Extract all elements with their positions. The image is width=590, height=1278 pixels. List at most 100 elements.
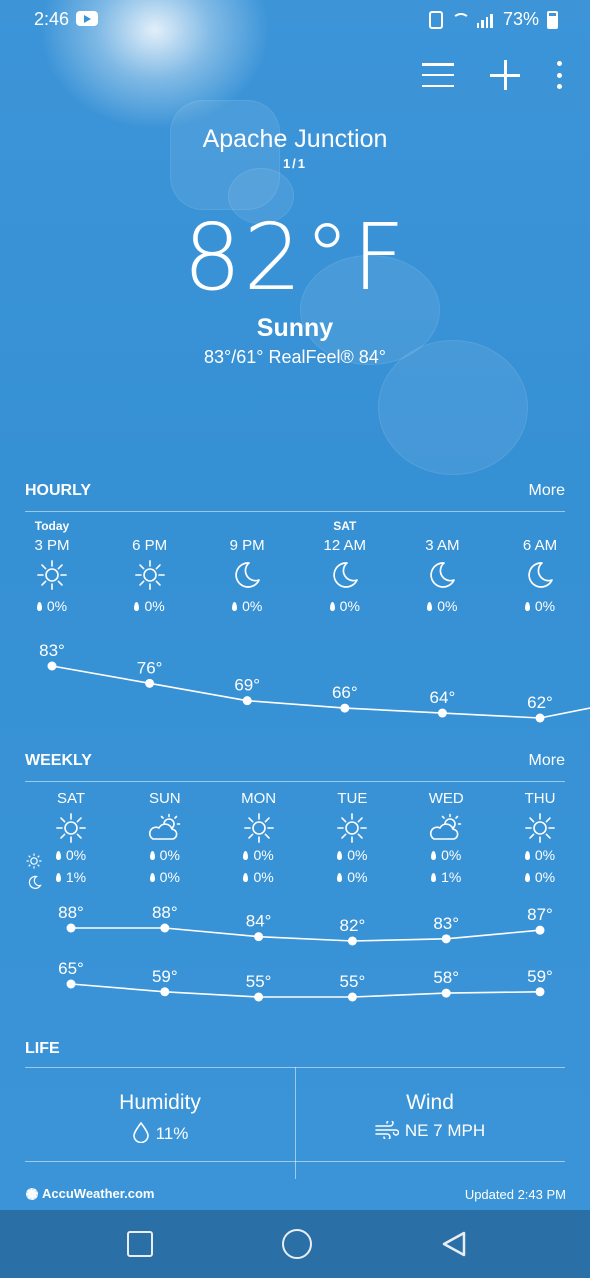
hourly-temp-label: 69°: [234, 676, 260, 695]
precip-drop-icon: [149, 873, 155, 882]
hourly-item[interactable]: SAT 12 AM 0%: [300, 519, 390, 614]
hourly-day-label: SAT: [333, 519, 357, 533]
hourly-temp-label: 83°: [39, 641, 65, 660]
status-time: 2:46: [34, 9, 70, 29]
home-button[interactable]: [282, 1229, 312, 1259]
weekly-night-precip: 0%: [253, 869, 274, 885]
hourly-item[interactable]: 3 AM 0%: [397, 519, 487, 614]
hourly-temp-label: 76°: [137, 658, 163, 677]
weekly-day-precip: 0%: [253, 847, 274, 863]
weekly-low-point: [535, 987, 545, 997]
wind-label: Wind: [406, 1091, 454, 1114]
weekly-day-item[interactable]: SUN 0% 0%: [120, 790, 210, 885]
weekly-low-point: [160, 987, 170, 997]
moon-icon: [397, 560, 487, 592]
partly-cloudy-icon: [120, 813, 210, 845]
weekly-day-precip: 0%: [441, 847, 462, 863]
weekly-day-label: WED: [428, 790, 464, 807]
weekly-night-precip: 0%: [159, 869, 180, 885]
weekly-high-line: [71, 927, 541, 942]
hourly-time: 9 PM: [229, 537, 265, 554]
weekly-day-item[interactable]: TUE 0% 0%: [307, 790, 397, 885]
city-name[interactable]: Apache Junction: [202, 125, 388, 153]
weekly-night-precip: 0%: [534, 869, 556, 885]
system-nav-bar: [0, 1210, 590, 1278]
hourly-day-label: [495, 519, 585, 535]
weekly-high-label: 88°: [152, 903, 178, 922]
weekly-high-label: 82°: [340, 916, 366, 935]
battery-percent: 73%: [502, 9, 539, 29]
humidity-card[interactable]: Humidity 11%: [25, 1091, 295, 1144]
hourly-time: 12 AM: [323, 537, 367, 554]
sun-icon: [7, 560, 97, 592]
day-row-sun-icon: [26, 853, 42, 874]
life-header: LIFE: [25, 1040, 565, 1068]
weekly-high-label: 84°: [246, 912, 272, 931]
weekly-day-item[interactable]: SAT 0% 1%: [26, 790, 116, 885]
current-condition: Sunny: [256, 314, 334, 342]
add-location-icon[interactable]: [490, 60, 520, 90]
recent-apps-button[interactable]: [127, 1231, 153, 1257]
hourly-more-link[interactable]: More: [528, 482, 565, 499]
weekly-night-precip: 1%: [441, 869, 462, 885]
more-options-icon[interactable]: [556, 61, 562, 89]
weekly-day-label: THU: [524, 790, 556, 807]
weekly-night-precip: 0%: [347, 869, 368, 885]
hourly-time: 3 PM: [34, 537, 70, 554]
precip-drop-icon: [337, 851, 343, 860]
weekly-high-point: [66, 923, 76, 933]
weekly-day-label: SAT: [56, 790, 86, 807]
weekly-high-point: [535, 925, 545, 935]
precip-drop-icon: [134, 602, 140, 611]
partly-cloudy-icon: [401, 813, 491, 845]
precip-drop-icon: [524, 602, 530, 611]
weekly-day-item[interactable]: MON 0% 0%: [214, 790, 304, 885]
precip-drop-icon: [55, 851, 61, 860]
current-temperature: 82°F: [183, 204, 407, 311]
hourly-precip: 0%: [46, 598, 68, 614]
battery-icon: [547, 10, 558, 29]
accuweather-logo[interactable]: AccuWeather.com: [26, 1186, 154, 1201]
sun-icon: [105, 560, 195, 592]
bokeh-decoration: [300, 255, 440, 365]
weekly-temperature-graph: 88° 88° 84° 82° 83° 87° 65° 59° 55° 55° 58° 59°: [58, 903, 553, 1002]
weekly-day-precip: 0%: [159, 847, 180, 863]
precip-drop-icon: [329, 602, 335, 611]
weekly-low-label: 65°: [58, 959, 84, 978]
wind-value: NE 7 MPH: [404, 1121, 486, 1140]
weekly-high-label: 88°: [58, 903, 84, 922]
weekly-header: WEEKLY More: [25, 752, 565, 782]
sun-icon: [214, 813, 304, 845]
hourly-item[interactable]: 6 AM 0%: [495, 519, 585, 614]
precip-drop-icon: [149, 851, 155, 860]
bokeh-decoration: [378, 340, 528, 475]
weekly-low-label: 59°: [527, 967, 553, 986]
back-button[interactable]: [440, 1230, 468, 1258]
hourly-item[interactable]: 6 PM 0%: [105, 519, 195, 614]
weekly-more-link[interactable]: More: [528, 752, 565, 769]
precip-drop-icon: [337, 873, 343, 882]
hourly-temp-label: 62°: [527, 693, 553, 712]
weekly-high-point: [347, 936, 357, 946]
hourly-item[interactable]: 9 PM 0%: [202, 519, 292, 614]
sun-icon: [26, 813, 116, 845]
precip-drop-icon: [243, 851, 249, 860]
bokeh-decoration: [170, 100, 280, 210]
night-row-moon-icon: [27, 875, 42, 895]
weekly-low-label: 58°: [433, 968, 459, 987]
weekly-day-item[interactable]: THU 0% 0%: [495, 790, 585, 885]
menu-icon[interactable]: [422, 63, 454, 87]
weekly-day-precip: 0%: [65, 847, 87, 863]
weekly-low-label: 59°: [152, 967, 178, 986]
hourly-time: 6 AM: [522, 537, 558, 554]
location-pager: 1/1: [282, 156, 308, 171]
hourly-day-label: [202, 519, 292, 535]
weekly-day-precip: 0%: [347, 847, 368, 863]
hourly-item[interactable]: Today 3 PM 0%: [7, 519, 97, 614]
wind-card[interactable]: Wind NE 7 MPH: [295, 1091, 565, 1141]
life-title: LIFE: [25, 1040, 60, 1057]
sun-icon: [307, 813, 397, 845]
hourly-temp-label: 64°: [430, 688, 456, 707]
precip-drop-icon: [431, 873, 437, 882]
weekly-day-item[interactable]: WED 0% 1%: [401, 790, 491, 885]
